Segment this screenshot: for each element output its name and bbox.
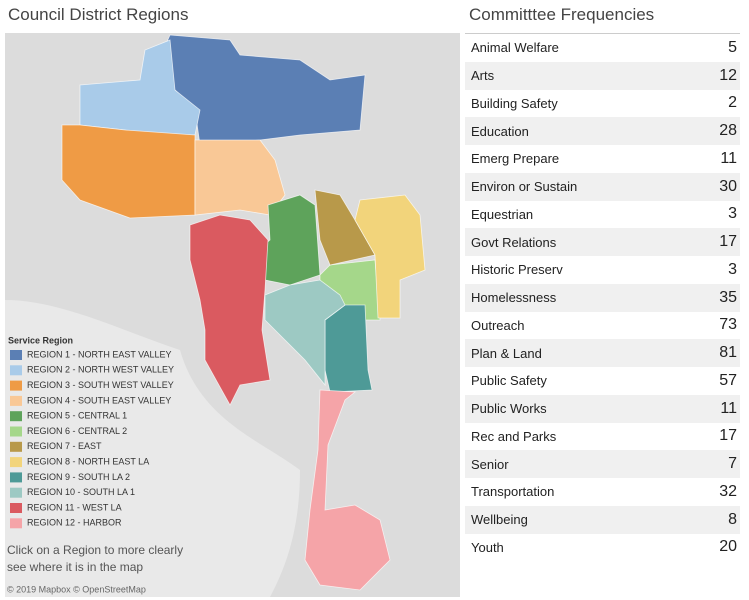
table-row: Emerg Prepare 11	[465, 145, 740, 173]
table-row: Historic Preserv 3	[465, 256, 740, 284]
table-row: Govt Relations 17	[465, 228, 740, 256]
committee-count: 5	[728, 38, 737, 56]
committee-name: Homelessness	[471, 290, 557, 306]
committee-count: 81	[719, 344, 737, 362]
committee-name: Outreach	[471, 317, 525, 333]
committee-name: Equestrian	[471, 206, 534, 222]
legend-label[interactable]: REGION 9 - SOUTH LA 2	[27, 472, 130, 482]
committee-count: 32	[719, 482, 737, 500]
legend-label[interactable]: REGION 6 - CENTRAL 2	[27, 426, 127, 436]
legend-swatch[interactable]	[10, 350, 22, 360]
table-row: Building Safety 2	[465, 90, 740, 118]
committee-name: Plan & Land	[471, 345, 542, 361]
committee-count: 11	[720, 149, 737, 167]
table-row: Homelessness 35	[465, 283, 740, 312]
committee-name: Arts	[471, 68, 495, 84]
table-row: Outreach 73	[465, 312, 740, 340]
committee-name: Building Safety	[471, 95, 558, 111]
legend-swatch[interactable]	[10, 426, 22, 437]
map-attribution: © 2019 Mapbox © OpenStreetMap	[7, 584, 146, 594]
table-row: Rec and Parks 17	[465, 423, 740, 451]
legend-label[interactable]: REGION 4 - SOUTH EAST VALLEY	[27, 395, 171, 405]
legend-swatch[interactable]	[10, 518, 22, 529]
region-shape[interactable]	[304, 389, 391, 591]
committee-name: Animal Welfare	[471, 40, 559, 56]
legend-label[interactable]: REGION 1 - NORTH EAST VALLEY	[27, 349, 172, 359]
committee-name: Govt Relations	[471, 234, 557, 250]
region-shape[interactable]	[189, 214, 271, 406]
table-row: Transportation 32	[465, 478, 740, 506]
committee-count: 73	[719, 316, 737, 334]
committee-name: Environ or Sustain	[471, 179, 578, 195]
table-row: Equestrian 3	[465, 201, 740, 229]
committee-count: 3	[728, 260, 737, 278]
committee-count: 3	[728, 205, 737, 223]
legend-swatch[interactable]	[10, 487, 22, 498]
committee-count: 12	[719, 66, 737, 84]
committee-count: 57	[719, 371, 737, 389]
committee-name: Youth	[471, 539, 504, 555]
legend-swatch[interactable]	[10, 441, 22, 452]
committee-count: 8	[728, 510, 737, 528]
committee-count: 30	[719, 177, 737, 195]
committee-count: 17	[719, 427, 737, 445]
table-row: Arts 12	[465, 61, 740, 90]
committee-name: Transportation	[471, 484, 555, 500]
legend-swatch[interactable]	[10, 457, 22, 468]
committee-name: Education	[471, 123, 529, 139]
table-row: Public Works 11	[465, 394, 740, 423]
legend-label[interactable]: REGION 12 - HARBOR	[27, 518, 122, 528]
committee-count: 17	[719, 233, 737, 251]
legend-label[interactable]: REGION 3 - SOUTH WEST VALLEY	[27, 380, 174, 390]
legend-swatch[interactable]	[10, 472, 22, 483]
legend-swatch[interactable]	[10, 380, 22, 391]
committee-count: 20	[719, 538, 737, 556]
map-note: Click on a Region to more clearly	[7, 543, 183, 557]
region-shape[interactable]	[324, 304, 373, 393]
committee-name: Wellbeing	[471, 512, 528, 528]
committee-name: Emerg Prepare	[471, 151, 560, 167]
table-row: Animal Welfare 5	[465, 34, 740, 62]
committee-count: 35	[719, 288, 737, 306]
committee-count: 28	[719, 122, 737, 140]
map-title: Council District Regions	[8, 5, 189, 24]
legend-label[interactable]: REGION 8 - NORTH EAST LA	[27, 456, 149, 466]
table-title: Committtee Frequencies	[469, 5, 655, 24]
legend-label[interactable]: REGION 5 - CENTRAL 1	[27, 411, 127, 421]
committee-name: Senior	[471, 456, 509, 472]
map: Service Region REGION 1 - NORTH EAST VAL…	[5, 33, 460, 597]
committee-count: 11	[720, 399, 737, 417]
legend-label[interactable]: REGION 10 - SOUTH LA 1	[27, 487, 135, 497]
committee-name: Rec and Parks	[471, 428, 557, 444]
region-shape[interactable]	[264, 279, 346, 387]
region-shape[interactable]	[354, 194, 426, 319]
legend-swatch[interactable]	[10, 395, 22, 406]
table-row: Environ or Sustain 30	[465, 172, 740, 201]
committee-name: Public Works	[471, 401, 547, 417]
table-row: Plan & Land 81	[465, 339, 740, 367]
legend-label[interactable]: REGION 7 - EAST	[27, 441, 102, 451]
frequency-table: Animal Welfare 5 Arts 12 Building Safety 2 Edu…	[465, 33, 740, 561]
legend-swatch[interactable]	[10, 503, 22, 513]
legend-label[interactable]: REGION 11 - WEST LA	[27, 502, 122, 512]
map-note: see where it is in the map	[7, 560, 143, 574]
ocean	[5, 300, 300, 597]
table-row: Youth 20	[465, 534, 740, 562]
committee-name: Public Safety	[471, 373, 547, 389]
legend-title: Service Region	[8, 335, 73, 345]
committee-name: Historic Preserv	[471, 262, 563, 278]
table-row: Wellbeing 8	[465, 505, 740, 534]
legend-label[interactable]: REGION 2 - NORTH WEST VALLEY	[27, 365, 174, 375]
committee-count: 2	[728, 94, 737, 112]
table-row: Public Safety 57	[465, 367, 740, 395]
committee-count: 7	[728, 455, 737, 473]
legend-swatch[interactable]	[10, 411, 22, 422]
table-row: Senior 7	[465, 450, 740, 478]
legend-swatch[interactable]	[10, 365, 22, 376]
table-row: Education 28	[465, 117, 740, 145]
